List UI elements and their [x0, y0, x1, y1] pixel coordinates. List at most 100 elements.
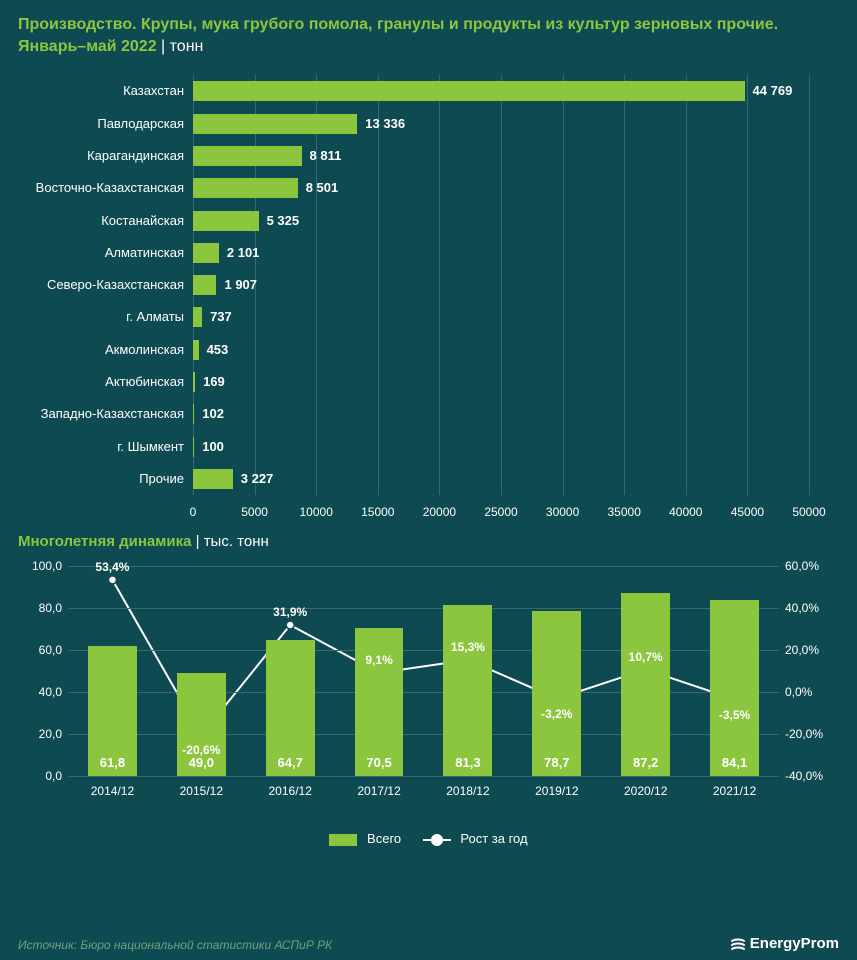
legend-bar-swatch [329, 834, 357, 846]
hbar-y-labels: Казахстан Павлодарская Карагандинская Восто… [18, 75, 188, 495]
hbar-x-tick: 35000 [608, 505, 641, 519]
combo-yl-tick: 80,0 [39, 601, 62, 615]
hbar-bar [193, 307, 202, 327]
hbar-x-tick: 0 [190, 505, 197, 519]
hbar-bar [193, 469, 233, 489]
combo-line-label: -20,6% [182, 743, 220, 757]
combo-gridline [68, 566, 779, 567]
hbar-x-tick: 40000 [669, 505, 702, 519]
hbar-gridline [316, 75, 317, 495]
combo-x-tick: 2014/12 [91, 784, 134, 798]
combo-x-axis: 2014/122015/122016/122017/122018/122019/… [68, 778, 779, 806]
combo-yl-tick: 0,0 [45, 769, 62, 783]
brand-icon [730, 936, 746, 952]
hbar-row-label: Костанайская [101, 211, 184, 231]
combo-yr-tick: 20,0% [785, 643, 819, 657]
combo-gridline [68, 692, 779, 693]
hbar-x-tick: 20000 [423, 505, 456, 519]
combo-bar [443, 605, 492, 776]
combo-line-marker [108, 576, 116, 584]
combo-bar-label: 70,5 [366, 755, 391, 770]
hbar-row-label: Павлодарская [97, 114, 184, 134]
hbar-x-tick: 10000 [300, 505, 333, 519]
hbar-x-tick: 45000 [731, 505, 764, 519]
hbar-x-tick: 15000 [361, 505, 394, 519]
hbar-row-label: г. Шымкент [117, 437, 184, 457]
hbar-row-label: Алматинская [105, 243, 184, 263]
hbar-x-tick: 5000 [241, 505, 268, 519]
brand-logo: EnergyProm [730, 935, 839, 952]
combo-yr-tick: -20,0% [785, 727, 823, 741]
hbar-value-label: 5 325 [267, 211, 300, 231]
hbar-gridline [809, 75, 810, 495]
hbar-value-label: 2 101 [227, 243, 260, 263]
hbar-gridline [686, 75, 687, 495]
main-title: Производство. Крупы, мука грубого помола… [18, 14, 839, 57]
hbar-chart: Казахстан Павлодарская Карагандинская Восто… [18, 75, 839, 525]
combo-bar [621, 593, 670, 776]
hbar-bar [193, 211, 259, 231]
combo-gridline [68, 608, 779, 609]
combo-line-label: 31,9% [273, 605, 307, 619]
hbar-bar [193, 437, 194, 457]
combo-legend: Всего Рост за год [18, 831, 839, 846]
hbar-x-tick: 25000 [484, 505, 517, 519]
combo-bar-label: 64,7 [278, 755, 303, 770]
hbar-gridline [501, 75, 502, 495]
combo-bar-label: 61,8 [100, 755, 125, 770]
legend-line-swatch [423, 839, 451, 841]
hbar-value-label: 13 336 [365, 114, 405, 134]
hbar-row-label: Северо-Казахстанская [47, 275, 184, 295]
combo-line-label: 15,3% [451, 640, 485, 654]
hbar-row-label: Западно-Казахстанская [41, 404, 184, 424]
infographic-container: Производство. Крупы, мука грубого помола… [0, 0, 857, 960]
footer: Источник: Бюро национальной статистики А… [18, 938, 839, 952]
combo-x-tick: 2016/12 [268, 784, 311, 798]
hbar-bar [193, 404, 194, 424]
hbar-value-label: 169 [203, 372, 225, 392]
hbar-row-label: Карагандинская [87, 146, 184, 166]
combo-gridline [68, 734, 779, 735]
hbar-row-label: Акмолинская [105, 340, 184, 360]
hbar-value-label: 8 501 [306, 178, 339, 198]
hbar-bar [193, 243, 219, 263]
combo-y-right: -40,0%-20,0%0,0%20,0%40,0%60,0% [781, 566, 839, 776]
combo-yl-tick: 20,0 [39, 727, 62, 741]
combo-line-marker [286, 621, 294, 629]
combo-line-label: 53,4% [95, 560, 129, 574]
combo-yl-tick: 60,0 [39, 643, 62, 657]
combo-title: Многолетняя динамика | тыс. тонн [18, 533, 839, 550]
combo-x-tick: 2020/12 [624, 784, 667, 798]
hbar-value-label: 1 907 [224, 275, 257, 295]
hbar-value-label: 44 769 [753, 81, 793, 101]
hbar-row-label: Восточно-Казахстанская [36, 178, 184, 198]
combo-x-tick: 2019/12 [535, 784, 578, 798]
combo-title-unit: тыс. тонн [204, 533, 269, 550]
combo-title-text: Многолетняя динамика [18, 533, 191, 550]
hbar-gridline [747, 75, 748, 495]
hbar-value-label: 3 227 [241, 469, 274, 489]
combo-gridline [68, 650, 779, 651]
hbar-row-label: Казахстан [123, 81, 184, 101]
hbar-plot: 44 76913 3368 8118 5015 3252 1011 907737… [193, 75, 809, 495]
title-line1: Производство. Крупы, мука грубого помола… [18, 16, 778, 33]
hbar-gridline [378, 75, 379, 495]
source-text: Источник: Бюро национальной статистики А… [18, 938, 332, 952]
hbar-bar [193, 81, 745, 101]
hbar-x-axis: 0500010000150002000025000300003500040000… [193, 495, 809, 525]
hbar-x-tick: 50000 [792, 505, 825, 519]
combo-bar [710, 600, 759, 777]
hbar-gridline [439, 75, 440, 495]
combo-bar [532, 611, 581, 776]
hbar-row-label: Актюбинская [105, 372, 184, 392]
hbar-gridline [624, 75, 625, 495]
hbar-bar [193, 372, 195, 392]
hbar-value-label: 102 [202, 404, 224, 424]
combo-yl-tick: 40,0 [39, 685, 62, 699]
combo-line-label: -3,5% [719, 708, 750, 722]
combo-x-tick: 2021/12 [713, 784, 756, 798]
combo-bar [355, 628, 404, 776]
title-line2: Январь–май 2022 [18, 38, 157, 55]
combo-plot: 61,849,064,770,581,378,787,284,153,4%-20… [68, 566, 779, 776]
combo-x-tick: 2017/12 [357, 784, 400, 798]
